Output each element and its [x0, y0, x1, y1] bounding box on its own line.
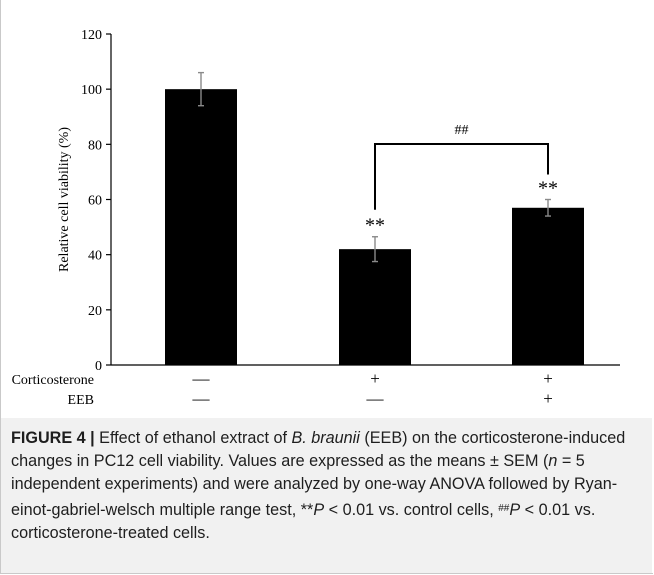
bars [165, 71, 584, 366]
caption-text: (EEB) on the corticosterone-induced chan… [11, 429, 626, 471]
comparison-label: ## [455, 123, 469, 138]
treatment-label: Corticosterone [12, 373, 94, 388]
caption-background [1, 418, 652, 573]
caption-species: B. braunii [291, 429, 360, 447]
y-ticks: 0 20 40 60 80 100 120 [81, 28, 111, 374]
significance-marker: ** [365, 215, 385, 237]
treatment-value: — [192, 369, 211, 388]
treatment-value: + [543, 389, 553, 408]
caption-p-variable: P [509, 500, 521, 519]
bar [165, 89, 237, 366]
figure-label: FIGURE 4 | [11, 429, 95, 447]
treatment-table: Corticosterone — + +EEB — — + [12, 369, 553, 408]
bar [512, 207, 584, 365]
caption-n-variable: n [548, 452, 558, 471]
bar [339, 249, 411, 365]
figure-caption: FIGURE 4 | Effect of ethanol extract of … [11, 427, 641, 545]
y-tick-label: 60 [88, 194, 102, 209]
caption-text: = 5 independent experiments) and were an… [11, 452, 618, 519]
caption-hash: ## [498, 502, 510, 514]
caption-p-variable: P [313, 500, 325, 519]
y-tick-label: 0 [95, 359, 102, 374]
comparison-bracket [374, 143, 549, 210]
y-tick-label: 100 [81, 83, 102, 98]
treatment-label: EEB [68, 393, 94, 408]
y-axis-label: Relative cell viability (%) [57, 127, 72, 272]
treatment-value: + [543, 369, 553, 388]
treatment-value: — [366, 389, 385, 408]
annotations: ** ** ## [365, 123, 558, 237]
y-tick-label: 40 [88, 249, 102, 264]
caption-text: < 0.01 vs. corticosterone-treated cells. [11, 500, 596, 542]
caption-text: < 0.01 vs. control cells, [324, 500, 499, 519]
treatment-value: + [370, 369, 380, 388]
caption-text: Effect of ethanol extract of [94, 429, 292, 447]
y-tick-label: 80 [88, 138, 102, 153]
treatment-value: — [192, 389, 211, 408]
y-tick-label: 120 [81, 28, 102, 43]
significance-marker: ** [538, 178, 558, 200]
y-tick-label: 20 [88, 304, 102, 319]
